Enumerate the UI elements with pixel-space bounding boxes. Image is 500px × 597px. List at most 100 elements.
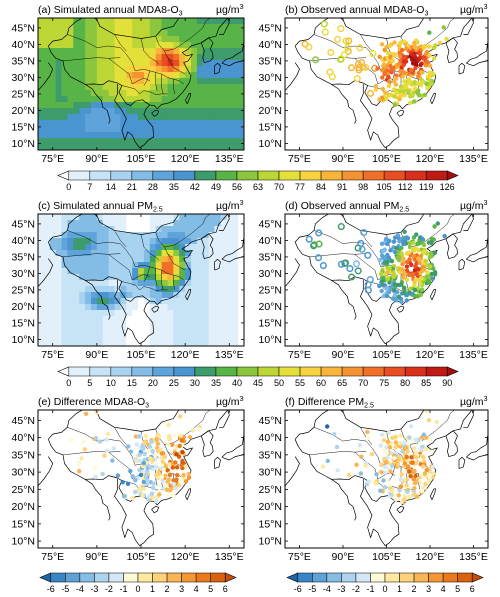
field-cell — [155, 30, 163, 37]
field-cell — [143, 256, 151, 263]
station-marker — [388, 54, 393, 59]
field-cell — [38, 292, 45, 299]
field-cell — [214, 78, 222, 85]
field-cell — [232, 292, 239, 299]
station-marker — [412, 40, 417, 46]
station-marker — [148, 456, 153, 461]
field-cell — [149, 328, 157, 335]
field-cell — [49, 310, 57, 317]
station-marker — [159, 451, 164, 456]
field-cell — [167, 144, 174, 150]
boundary-line — [249, 11, 253, 24]
field-cell — [232, 226, 239, 233]
field-cell — [220, 48, 227, 55]
field-cell — [90, 304, 98, 311]
field-cell — [49, 114, 57, 121]
station-marker — [394, 90, 399, 96]
station-marker — [414, 232, 419, 237]
station-marker — [370, 479, 375, 484]
field-cell — [79, 226, 86, 233]
station-marker — [409, 455, 414, 460]
field-cell — [238, 66, 244, 73]
field-cell — [226, 244, 233, 251]
field-cell — [67, 232, 74, 239]
field-cell — [143, 60, 151, 67]
field-cell — [55, 256, 63, 263]
field-cell — [132, 60, 139, 67]
field-cell — [185, 84, 192, 91]
field-cell — [196, 262, 204, 269]
field-cell — [126, 232, 133, 239]
field-cell — [43, 138, 51, 145]
province-line — [67, 230, 121, 244]
boundary-line — [429, 92, 436, 105]
field-cell — [79, 120, 86, 127]
field-cell — [108, 340, 116, 346]
field-cell — [67, 132, 74, 139]
province-line — [183, 420, 203, 437]
field-cell — [108, 292, 116, 299]
station-marker — [325, 458, 330, 464]
station-marker — [381, 67, 386, 73]
field-cell — [185, 292, 192, 299]
field-cell — [232, 120, 239, 127]
field-cell — [202, 102, 210, 109]
field-cell — [90, 84, 98, 91]
station-marker — [166, 491, 172, 496]
station-marker — [156, 470, 161, 475]
field-cell — [143, 120, 151, 127]
field-cell — [161, 274, 169, 281]
field-cell — [43, 250, 51, 257]
field-cell — [61, 30, 69, 37]
field-cell — [114, 304, 121, 311]
field-cell — [173, 30, 180, 37]
field-cell — [214, 138, 222, 145]
field-cell — [120, 298, 127, 305]
station-marker — [400, 262, 405, 267]
province-line — [173, 79, 176, 94]
station-marker — [412, 492, 417, 497]
field-cell — [179, 322, 186, 329]
station-marker — [401, 89, 406, 94]
field-cell — [196, 96, 204, 103]
lon-tick-label: 105°E — [372, 551, 401, 563]
field-cell — [96, 328, 104, 335]
field-cell — [173, 238, 180, 245]
field-cell — [38, 42, 45, 49]
field-cell — [67, 334, 74, 341]
field-cell — [126, 310, 133, 317]
field-cell — [185, 268, 192, 275]
field-cell — [90, 24, 98, 31]
field-cell — [90, 268, 98, 275]
station-marker — [174, 465, 180, 470]
colorbar-tick-label: 15 — [127, 378, 137, 388]
station-marker — [138, 486, 143, 492]
field-cell — [155, 138, 163, 145]
station-marker — [420, 236, 425, 242]
station-marker — [186, 475, 192, 480]
field-cell — [238, 232, 244, 239]
field-cell — [143, 310, 151, 317]
field-cell — [126, 90, 133, 97]
field-cell — [79, 232, 86, 239]
station-marker — [321, 28, 329, 36]
field-cell — [79, 96, 86, 103]
field-cell — [155, 340, 163, 346]
station-marker — [401, 241, 406, 247]
field-cell — [185, 286, 192, 293]
field-cell — [143, 274, 151, 281]
station-marker — [387, 445, 393, 450]
station-marker — [397, 239, 402, 244]
field-cell — [173, 42, 180, 49]
field-cell — [38, 286, 45, 293]
field-cell — [202, 268, 210, 275]
colorbar-segment — [442, 572, 458, 583]
field-cell — [55, 292, 63, 299]
station-marker — [175, 472, 180, 478]
field-cell — [155, 232, 163, 239]
station-marker — [392, 293, 397, 298]
field-cell — [49, 262, 57, 269]
field-cell — [49, 102, 57, 109]
colorbar-end-right — [446, 170, 459, 181]
field-cell — [132, 226, 139, 233]
